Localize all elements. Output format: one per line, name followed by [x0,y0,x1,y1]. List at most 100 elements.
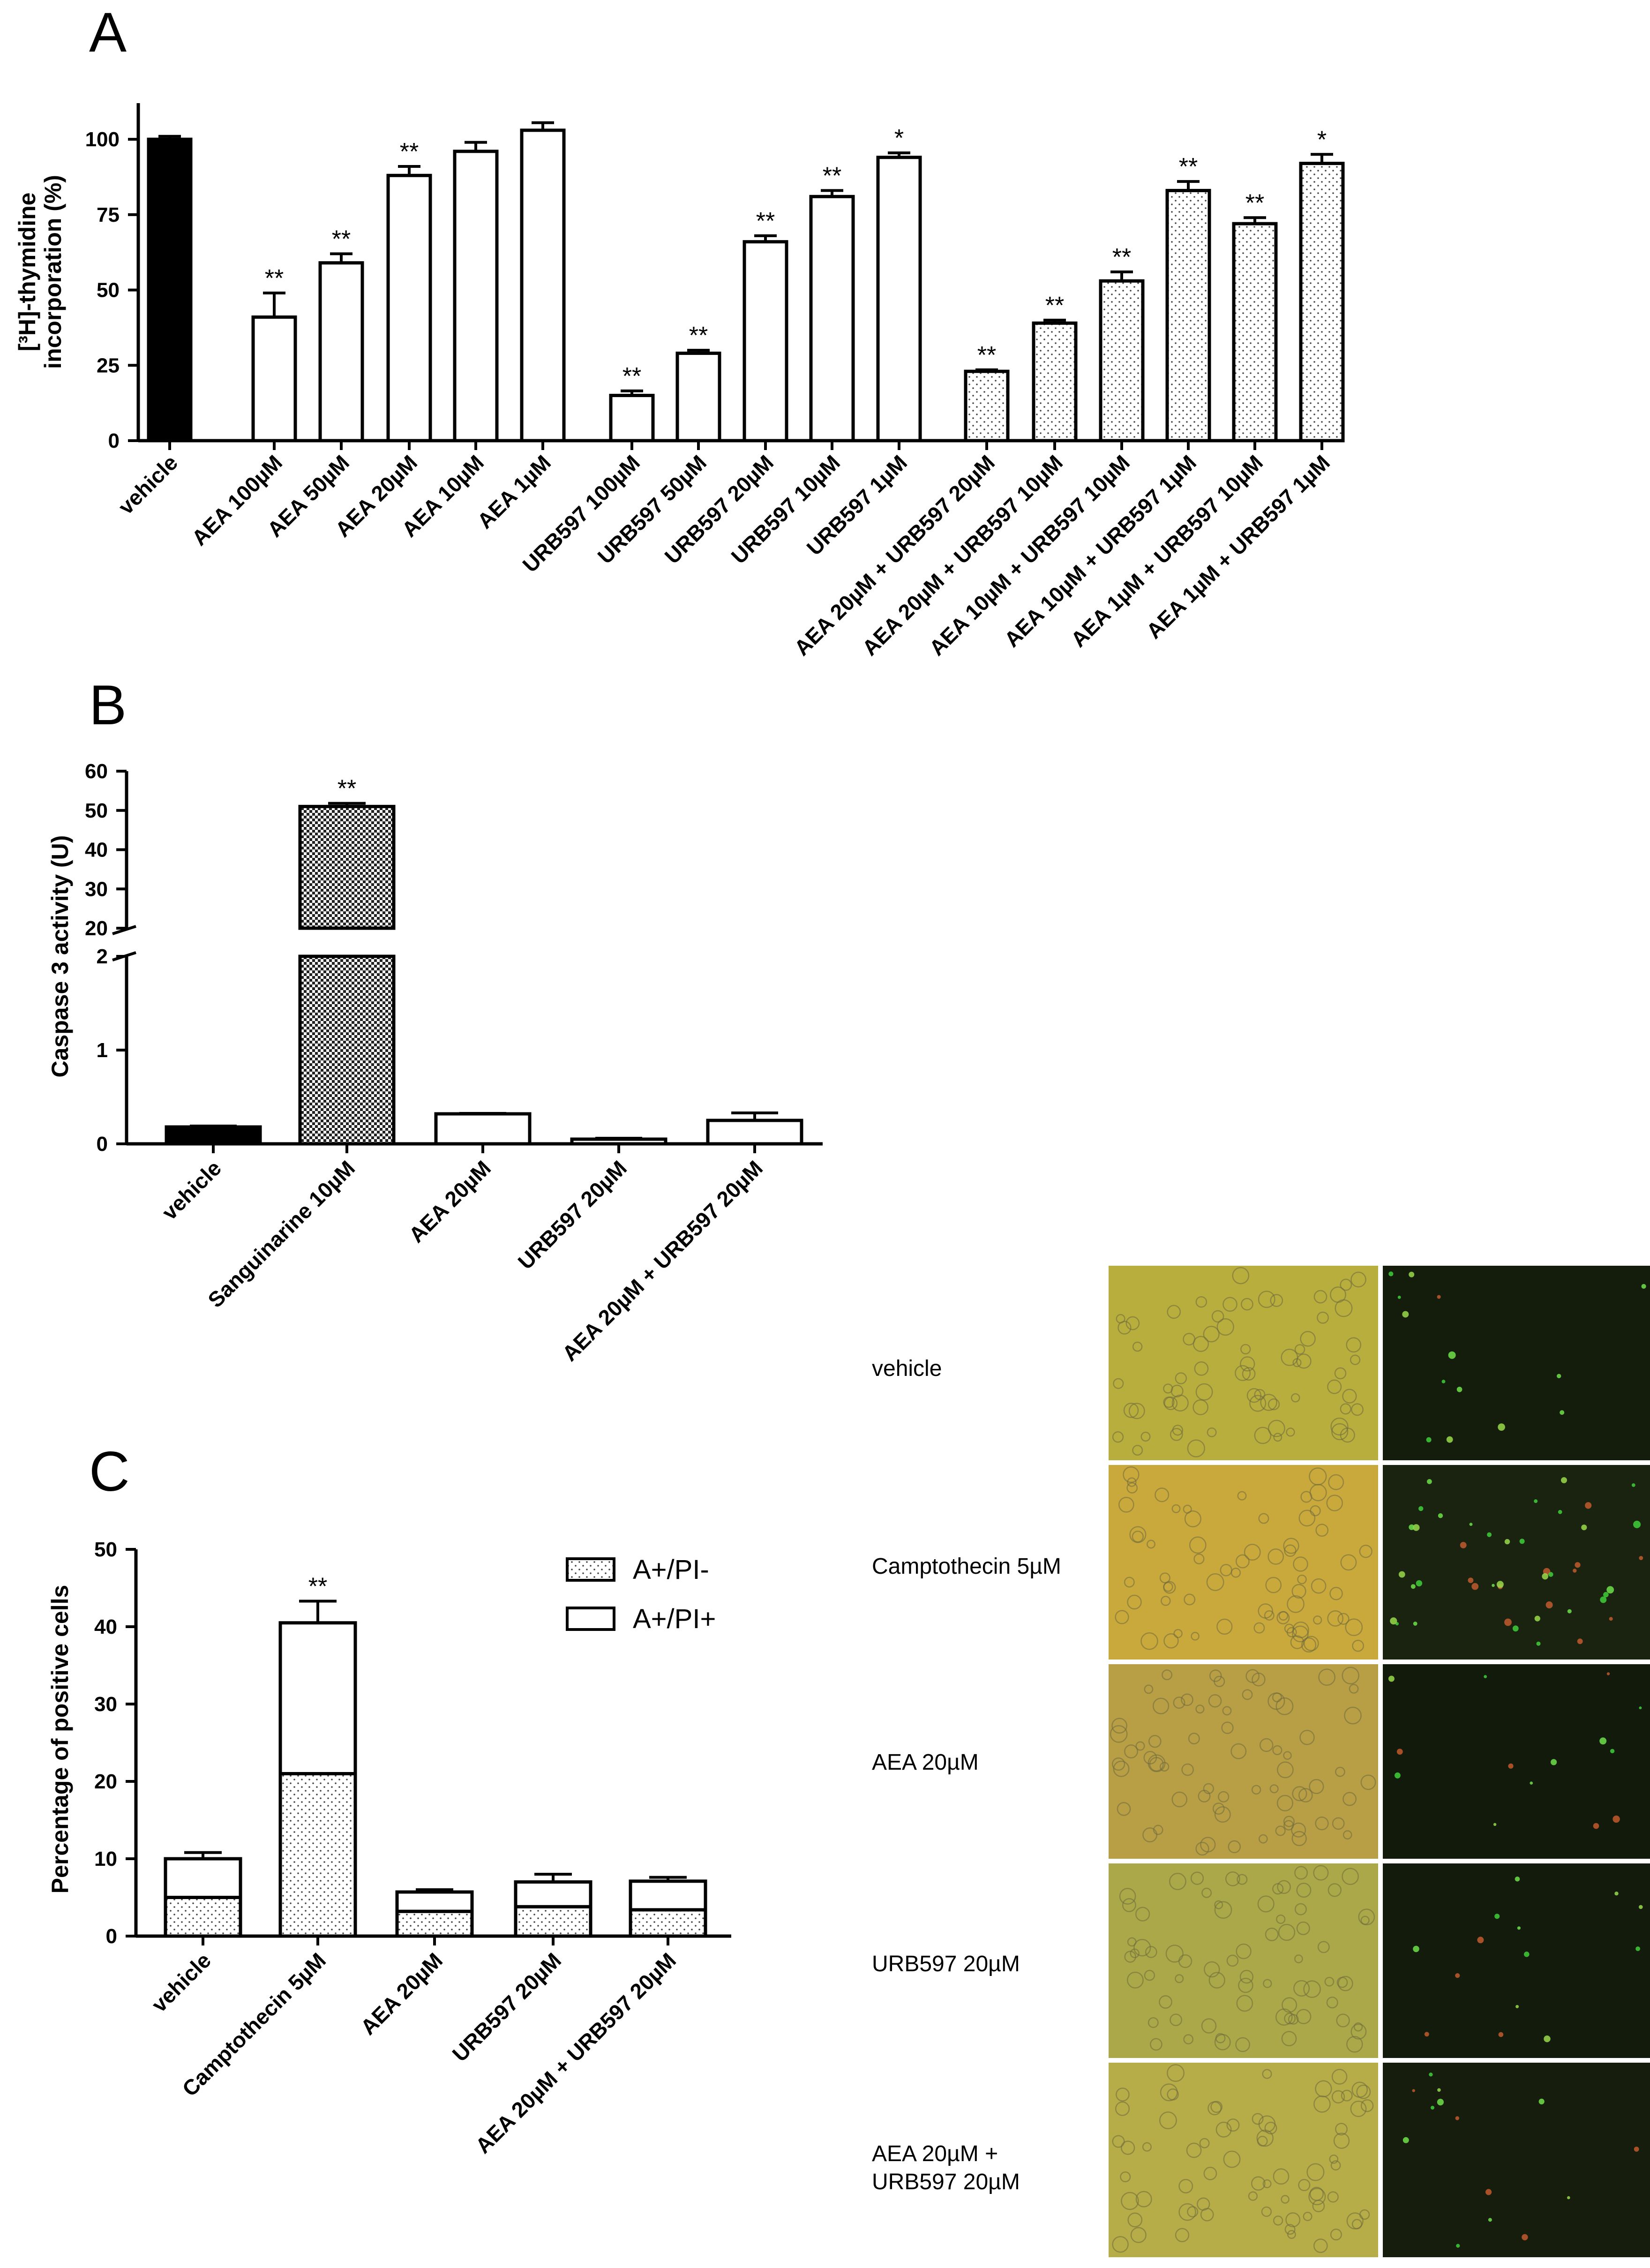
micrograph-brightfield-vehicle [1109,1266,1378,1460]
micrograph-fluo-dot-aea-20-m-12 [1493,1823,1497,1826]
micrograph-cell-urb597-20-m-68 [1226,1954,1239,1967]
micrograph-cell-aea-20-m-58 [1148,1735,1162,1748]
micrograph-fluorescence-vehicle [1383,1266,1650,1460]
micrograph-cell-vehicle-2 [1192,1399,1209,1415]
micrograph-cell-vehicle-68 [1350,1271,1366,1288]
micrograph-cell-vehicle-60 [1222,1297,1238,1312]
chart-a-significance-1: ** [265,265,284,292]
micrograph-cell-urb597-20-m-7 [1353,2022,1363,2032]
micrograph-cell-urb597-20-m-21 [1248,2191,1258,2201]
micrograph-cell-urb597-20-m-51 [1328,1883,1342,1897]
micrograph-cell-urb597-20-m-57 [1251,2176,1266,2191]
micrograph-cell-camptothecin-5-m-30 [1283,1538,1299,1554]
micrograph-cell-camptothecin-5-m-10 [1244,1544,1261,1561]
chart-a-significance-12: ** [1045,292,1064,319]
micrograph-cell-urb597-20-m-45 [1175,2228,1190,2242]
micrograph-fluo-dot-camptothecin-5-m-28 [1438,1513,1443,1518]
micrograph-cell-aea-20-m-24 [1200,1837,1216,1853]
micrograph-cell-urb597-20-m-34 [1263,1979,1272,1988]
chart-a-category-label-5: AEA 1µM [472,450,555,533]
micrograph-fluo-dot-aea-20-m-11 [1396,1749,1403,1755]
micrograph-cell-urb597-20-m-39 [1210,2101,1223,2113]
micrograph-cell-aea-20-m-9 [1113,1760,1130,1777]
micrograph-cell-urb597-20-m-36 [1135,1907,1150,1922]
micrograph-cell-vehicle-17 [1195,1383,1213,1401]
micrograph-fluo-dot-camptothecin-5-m-15 [1512,1625,1519,1632]
micrograph-cell-urb597-20-m-50 [1115,2101,1130,2116]
micrograph-fluo-dot-camptothecin-5-m-10 [1427,1479,1432,1484]
micrograph-fluo-dot-vehicle-4 [1560,1410,1565,1415]
micrograph-cell-camptothecin-5-m-22 [1300,1491,1312,1503]
micrograph-cell-urb597-20-m-63 [1150,2038,1162,2051]
micrograph-fluo-dot-aea-20-m-3 [1395,1772,1401,1779]
chart-b-ytick-label-upper-30: 30 [85,878,108,901]
micrograph-cell-vehicle-10 [1203,1326,1220,1343]
micrograph-fluo-dot-vehicle-11 [1446,1436,1453,1443]
micrograph-cell-camptothecin-5-m-28 [1265,1577,1282,1593]
micrograph-cell-urb597-20-m-64 [1237,1874,1248,1885]
micrograph-fluo-dot-aea-20-m-8 [1551,1759,1557,1765]
micrograph-cell-urb597-20-m-49 [1281,2031,1297,2047]
chart-c-bar-camptothecin-5-m-a-pi [278,1772,357,1938]
chart-b-axis-break-upper [112,925,136,935]
micrograph-cell-vehicle-44 [1123,1403,1139,1418]
micrograph-fluo-dot-camptothecin-5-m-2 [1504,1539,1510,1545]
micrograph-cell-vehicle-21 [1170,1428,1183,1441]
micrograph-cell-aea-20-m-43 [1275,1697,1294,1715]
micrograph-cell-camptothecin-5-m-48 [1127,1594,1142,1610]
micrograph-cell-urb597-20-m-9 [1144,1970,1155,1981]
micrograph-cell-vehicle-40 [1273,1433,1282,1442]
chart-b-ytick-label-upper-50: 50 [85,799,108,822]
chart-c-bar-aea-20-m-a-pi [395,1890,474,1913]
chart-b-category-label-2: AEA 20µM [404,1156,495,1247]
micrograph-cell-urb597-20-m-8 [1303,2212,1312,2221]
micrograph-fluo-dot-camptothecin-5-m-18 [1412,1524,1420,1531]
micrograph-cell-urb597-20-m-46 [1350,2023,1367,2040]
chart-b-ytick-label-lower-0: 0 [97,1133,108,1156]
micrograph-fluo-dot-urb597-20-m-1 [1614,1892,1619,1896]
micrograph-cell-aea-20-m-53 [1195,1705,1205,1714]
micrograph-cell-vehicle-48 [1330,1417,1349,1436]
chart-a-significance-13: ** [1112,244,1131,271]
micrograph-cell-urb597-20-m-56 [1122,1898,1136,1912]
micrograph-fluo-dot-vehicle-3 [1448,1351,1456,1359]
micrograph-cell-vehicle-18 [1241,1298,1253,1311]
micrograph-cell-vehicle-63 [1118,1321,1132,1335]
micrograph-cell-aea-20-m-23 [1332,1817,1345,1830]
micrograph-cell-urb597-20-m-47 [1239,1970,1254,1984]
micrograph-cell-vehicle-59 [1350,1354,1361,1365]
micrograph-fluo-dot-vehicle-13 [1557,1374,1561,1378]
chart-a-significance-16: * [1317,126,1327,153]
micrograph-cell-vehicle-65 [1170,1384,1184,1397]
micrograph-cell-urb597-20-m-15 [1145,1946,1157,1958]
micrograph-cell-aea-20-m-40 [1124,1744,1138,1759]
micrograph-cell-camptothecin-5-m-59 [1298,1509,1316,1527]
micrograph-cell-vehicle-47 [1286,1427,1295,1437]
micrograph-fluo-dot-camptothecin-5-m-17 [1633,1520,1641,1528]
chart-c-bar-aea-20-m-urb597-20-m-a-pi [629,1879,707,1912]
micrograph-cell-camptothecin-5-m-51 [1132,1531,1144,1543]
micrograph-cell-aea-20-m-18 [1203,1783,1214,1795]
micrograph-cell-urb597-20-m-30 [1296,1883,1312,1898]
micrograph-cell-urb597-20-m-36 [1186,2142,1202,2158]
micrograph-cell-urb597-20-m-11 [1201,1887,1212,1898]
micrograph-cell-camptothecin-5-m-61 [1184,1510,1201,1528]
micrograph-cell-camptothecin-5-m-67 [1276,1611,1290,1624]
micrograph-cell-vehicle-30 [1270,1294,1283,1307]
micrograph-cell-aea-20-m-2 [1153,1825,1163,1835]
micrograph-cell-urb597-20-m-10 [1116,2088,1130,2102]
micrograph-fluo-dot-urb597-20-m-3 [1517,1926,1521,1930]
micrograph-fluo-dot-camptothecin-5-m-6 [1468,1577,1474,1584]
micrograph-cell-urb597-20-m-43 [1294,1866,1308,1880]
micrograph-cell-aea-20-m-25 [1344,1706,1362,1725]
chart-a-bar-aea-20-m [386,173,432,443]
chart-b-ytick-label-upper-60: 60 [85,760,108,783]
chart-c-bar-urb597-20-m-a-pi [514,1905,592,1938]
micrograph-fluo-dot-camptothecin-5-m-34 [1504,1618,1512,1626]
chart-a-category-label-0: vehicle [113,450,182,519]
micrograph-cell-urb597-20-m-34 [1120,2140,1135,2155]
micrograph-fluo-dot-camptothecin-5-m-26 [1606,1586,1614,1594]
micrograph-fluo-dot-aea-20-m-4 [1388,1675,1395,1682]
micrograph-cell-vehicle-33 [1340,1403,1351,1415]
micrograph-brightfield-camptothecin-5-m [1109,1465,1378,1660]
